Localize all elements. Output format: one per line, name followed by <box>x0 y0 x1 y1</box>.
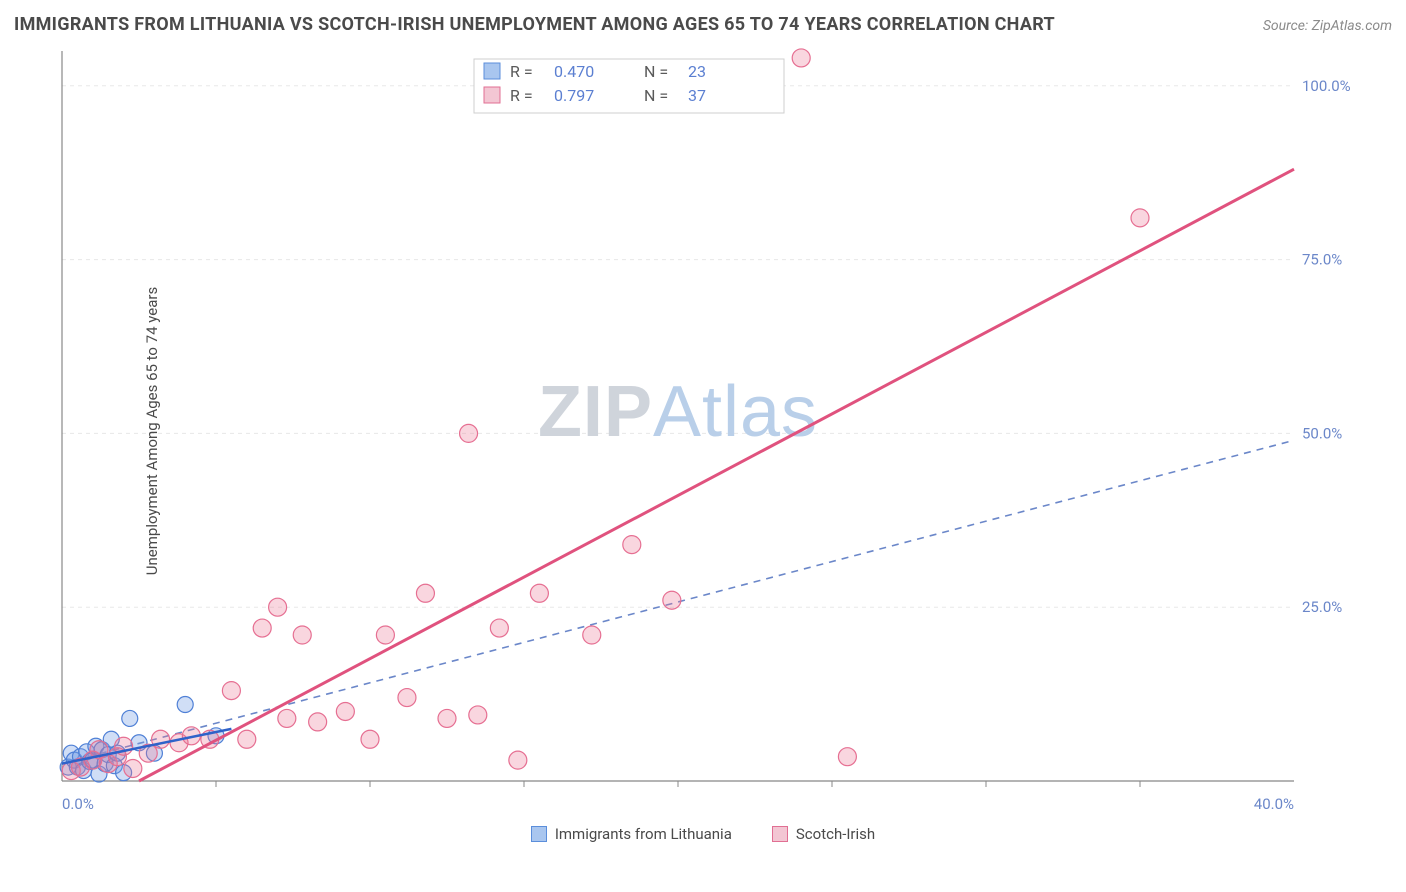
svg-text:R =: R = <box>510 62 533 81</box>
scatter-chart: 25.0% 50.0% 75.0% 100.0% 0.0% 40.0% ZIPAtlas R … <box>14 41 1354 821</box>
svg-text:0.0%: 0.0% <box>62 795 94 813</box>
legend-swatch-icon <box>531 826 547 842</box>
chart-title: IMMIGRANTS FROM LITHUANIA VS SCOTCH-IRIS… <box>14 14 1055 35</box>
svg-text:0.797: 0.797 <box>554 86 594 105</box>
svg-text:R =: R = <box>510 86 533 105</box>
svg-text:75.0%: 75.0% <box>1302 251 1342 269</box>
y-axis-title: Unemployment Among Ages 65 to 74 years <box>143 287 161 575</box>
svg-text:ZIPAtlas: ZIPAtlas <box>538 372 818 452</box>
legend-label: Immigrants from Lithuania <box>555 825 732 843</box>
legend-item-lithuania: Immigrants from Lithuania <box>531 825 732 843</box>
svg-text:37: 37 <box>688 86 706 105</box>
svg-text:50.0%: 50.0% <box>1302 424 1342 442</box>
svg-text:N =: N = <box>644 86 668 105</box>
legend-item-scotch-irish: Scotch-Irish <box>772 825 875 843</box>
svg-text:40.0%: 40.0% <box>1254 795 1294 813</box>
svg-text:100.0%: 100.0% <box>1302 77 1351 95</box>
bottom-legend: Immigrants from Lithuania Scotch-Irish <box>14 825 1392 843</box>
svg-text:0.470: 0.470 <box>554 62 594 81</box>
svg-text:23: 23 <box>688 62 706 81</box>
legend-label: Scotch-Irish <box>796 825 875 843</box>
svg-text:25.0%: 25.0% <box>1302 598 1342 616</box>
svg-text:N =: N = <box>644 62 668 81</box>
legend-swatch-icon <box>772 826 788 842</box>
chart-container: Unemployment Among Ages 65 to 74 years 2… <box>14 41 1392 821</box>
source-label: Source: ZipAtlas.com <box>1263 18 1392 34</box>
